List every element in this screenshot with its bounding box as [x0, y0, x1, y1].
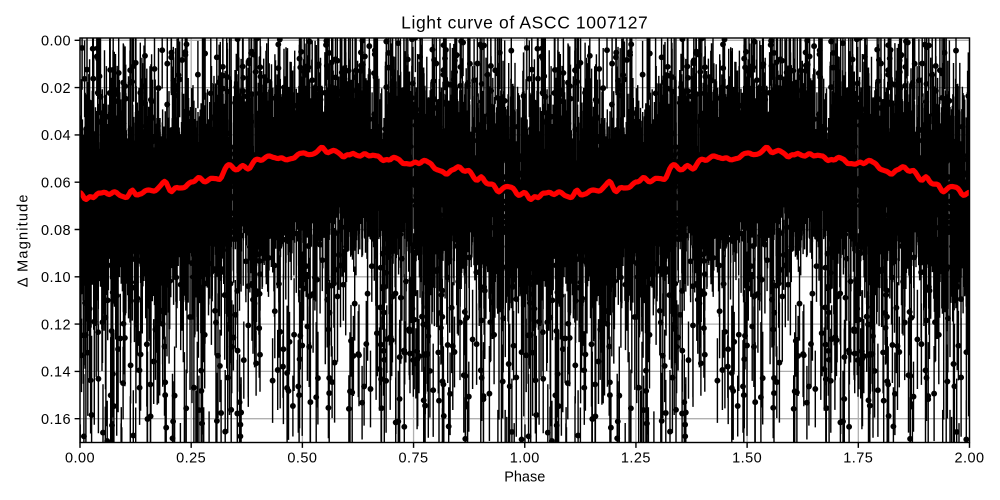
svg-text:Light curve of ASCC 1007127: Light curve of ASCC 1007127 [401, 13, 648, 33]
svg-text:0.12: 0.12 [41, 317, 71, 333]
svg-text:0.25: 0.25 [176, 451, 206, 467]
svg-text:Phase: Phase [504, 470, 545, 486]
svg-text:1.00: 1.00 [510, 451, 540, 467]
svg-text:1.75: 1.75 [843, 451, 873, 467]
svg-text:0.04: 0.04 [41, 128, 71, 144]
svg-text:Δ Magnitude: Δ Magnitude [15, 193, 31, 287]
svg-text:0.75: 0.75 [399, 451, 429, 467]
svg-text:0.00: 0.00 [41, 34, 71, 50]
svg-text:0.50: 0.50 [287, 451, 317, 467]
svg-text:2.00: 2.00 [954, 451, 984, 467]
svg-text:1.50: 1.50 [732, 451, 762, 467]
svg-text:0.08: 0.08 [41, 223, 71, 239]
svg-text:1.25: 1.25 [621, 451, 651, 467]
svg-text:0.06: 0.06 [41, 176, 71, 192]
svg-text:0.16: 0.16 [41, 412, 71, 428]
svg-text:0.14: 0.14 [41, 365, 71, 381]
svg-text:0.02: 0.02 [41, 81, 71, 97]
svg-text:0.10: 0.10 [41, 270, 71, 286]
svg-text:0.00: 0.00 [65, 451, 95, 467]
